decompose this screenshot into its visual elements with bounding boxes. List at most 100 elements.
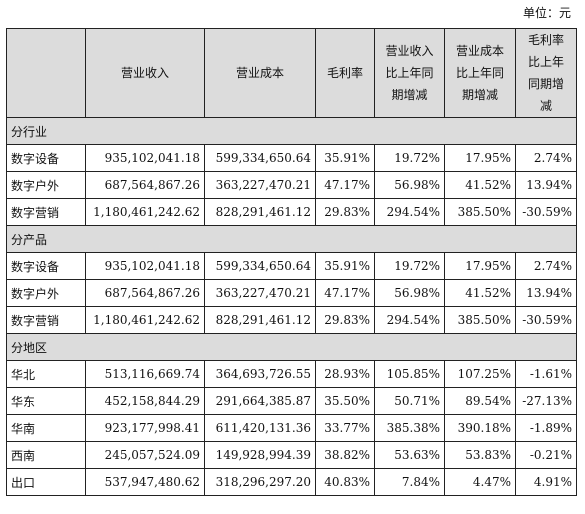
column-header-line: 期增减 [461, 88, 498, 102]
table-cell: 38.82% [315, 441, 375, 469]
table-cell: 41.52% [444, 279, 516, 307]
column-header-0 [6, 28, 86, 118]
table-cell: 19.72% [374, 252, 445, 280]
section-header-row: 分地区 [6, 333, 577, 361]
table-cell: 385.38% [374, 414, 445, 442]
table-row: 出口 537,947,480.62 318,296,297.20 40.83% 7.84… [6, 468, 577, 496]
table-cell: 385.50% [444, 198, 516, 226]
table-cell: 29.83% [315, 306, 375, 334]
table-cell: -0.21% [515, 441, 577, 469]
row-label: 数字户外 [6, 279, 86, 307]
table-cell: 687,564,867.26 [85, 279, 205, 307]
row-label: 数字设备 [6, 252, 86, 280]
table-cell: 41.52% [444, 171, 516, 199]
table-cell: 28.93% [315, 360, 375, 388]
row-label: 华北 [6, 360, 86, 388]
revenue-breakdown-table: 营业收入 营业成本 毛利率 营业收入 比上年同 期增减 营业成本 比上年同 期增减 毛利率 比上年同… [6, 28, 577, 496]
column-header-line: 减 [539, 99, 552, 113]
table-cell: 56.98% [374, 279, 445, 307]
table-row: 华南 923,177,998.41 611,420,131.36 33.77% 385.… [6, 414, 577, 442]
table-cell: 935,102,041.18 [85, 144, 205, 172]
column-header-line: 比上年 [527, 55, 564, 69]
section-header-row: 分产品 [6, 225, 577, 253]
row-label: 出口 [6, 468, 86, 496]
table-cell: 7.84% [374, 468, 445, 496]
section-title: 分地区 [6, 333, 577, 361]
unit-label: 单位：元 [522, 6, 571, 20]
column-header-line: 营业收入 [385, 44, 434, 58]
table-cell: 364,693,726.55 [204, 360, 316, 388]
table-cell: 4.47% [444, 468, 516, 496]
section-title: 分行业 [6, 117, 577, 145]
table-cell: 599,334,650.64 [204, 144, 316, 172]
table-cell: 35.91% [315, 252, 375, 280]
column-header-2: 营业成本 [204, 28, 316, 118]
table-cell: -30.59% [515, 198, 577, 226]
table-cell: 56.98% [374, 171, 445, 199]
table-cell: 390.18% [444, 414, 516, 442]
table-cell: 923,177,998.41 [85, 414, 205, 442]
column-header-line: 同期增 [527, 77, 564, 91]
column-header-line: 毛利率 [326, 66, 363, 80]
table-cell: 537,947,480.62 [85, 468, 205, 496]
section-title: 分产品 [6, 225, 577, 253]
table-cell: 149,928,994.39 [204, 441, 316, 469]
table-cell: 363,227,470.21 [204, 279, 316, 307]
table-row: 数字设备 935,102,041.18 599,334,650.64 35.91% 19… [6, 252, 577, 280]
column-header-line: 期增减 [391, 88, 428, 102]
table-cell: 935,102,041.18 [85, 252, 205, 280]
row-label: 数字营销 [6, 306, 86, 334]
table-cell: 828,291,461.12 [204, 306, 316, 334]
table-cell: 2.74% [515, 252, 577, 280]
row-label: 华南 [6, 414, 86, 442]
table-cell: 105.85% [374, 360, 445, 388]
table-cell: 385.50% [444, 306, 516, 334]
row-label: 华东 [6, 387, 86, 415]
table-cell: 294.54% [374, 198, 445, 226]
table-cell: 89.54% [444, 387, 516, 415]
column-header-1: 营业收入 [85, 28, 205, 118]
row-label: 西南 [6, 441, 86, 469]
table-cell: 513,116,669.74 [85, 360, 205, 388]
table-cell: 4.91% [515, 468, 577, 496]
table-row: 华北 513,116,669.74 364,693,726.55 28.93% 105.… [6, 360, 577, 388]
row-label: 数字户外 [6, 171, 86, 199]
table-row: 数字户外 687,564,867.26 363,227,470.21 47.17% 56… [6, 279, 577, 307]
table-cell: 13.94% [515, 171, 577, 199]
column-header-4: 营业收入比上年同期增减 [374, 28, 445, 118]
table-cell: 47.17% [315, 279, 375, 307]
table-cell: 53.63% [374, 441, 445, 469]
table-cell: 687,564,867.26 [85, 171, 205, 199]
column-header-line: 营业收入 [120, 66, 169, 80]
table-cell: -1.89% [515, 414, 577, 442]
table-cell: -27.13% [515, 387, 577, 415]
table-cell: 47.17% [315, 171, 375, 199]
column-header-line: 营业成本 [455, 44, 504, 58]
table-cell: 19.72% [374, 144, 445, 172]
column-header-line: 营业成本 [235, 66, 284, 80]
table-cell: 13.94% [515, 279, 577, 307]
table-cell: 245,057,524.09 [85, 441, 205, 469]
table-cell: 35.91% [315, 144, 375, 172]
column-header-6: 毛利率比上年同期增减 [515, 28, 577, 118]
table-cell: 107.25% [444, 360, 516, 388]
table-row: 数字户外 687,564,867.26 363,227,470.21 47.17% 56… [6, 171, 577, 199]
table-row: 数字设备 935,102,041.18 599,334,650.64 35.91% 19… [6, 144, 577, 172]
column-header-line: 比上年同 [455, 66, 504, 80]
table-cell: 291,664,385.87 [204, 387, 316, 415]
table-cell: 2.74% [515, 144, 577, 172]
table-cell: 599,334,650.64 [204, 252, 316, 280]
table-cell: 1,180,461,242.62 [85, 198, 205, 226]
table-cell: -30.59% [515, 306, 577, 334]
table-cell: 294.54% [374, 306, 445, 334]
table-cell: 452,158,844.29 [85, 387, 205, 415]
column-header-line: 毛利率 [527, 33, 564, 47]
column-header-line: 比上年同 [385, 66, 434, 80]
table-cell: 35.50% [315, 387, 375, 415]
row-label: 数字营销 [6, 198, 86, 226]
table-cell: 17.95% [444, 252, 516, 280]
table-cell: 318,296,297.20 [204, 468, 316, 496]
table-cell: 611,420,131.36 [204, 414, 316, 442]
table-cell: 50.71% [374, 387, 445, 415]
table-row: 西南 245,057,524.09 149,928,994.39 38.82% 53.6… [6, 441, 577, 469]
